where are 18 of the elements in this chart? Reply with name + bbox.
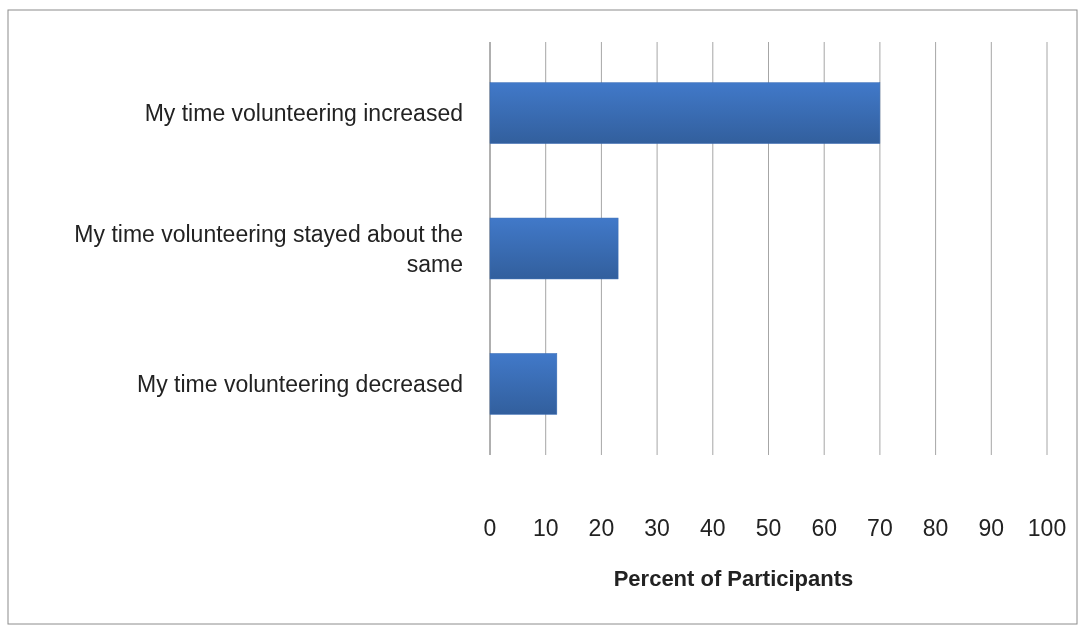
y-tick-label: My time volunteering decreased xyxy=(137,370,463,397)
x-tick-label: 30 xyxy=(644,515,670,541)
y-tick-label: My time volunteering stayed about the same xyxy=(74,220,463,277)
x-tick-label: 90 xyxy=(978,515,1005,541)
bar xyxy=(489,353,558,415)
x-tick-label: 100 xyxy=(1027,515,1067,541)
x-tick-label: 80 xyxy=(922,515,949,541)
x-tick-label: 20 xyxy=(588,515,615,541)
bar xyxy=(489,82,881,144)
x-tick-label: 0 xyxy=(483,515,497,541)
x-tick-label: 40 xyxy=(700,515,726,541)
x-tick-label: 50 xyxy=(755,515,782,541)
x-axis-title: Percent of Participants xyxy=(613,565,854,591)
x-tick-label: 70 xyxy=(867,515,893,541)
y-tick-label: My time volunteering increased xyxy=(144,100,463,127)
x-tick-label: 60 xyxy=(811,515,837,541)
bar xyxy=(489,217,619,280)
x-tick-label: 10 xyxy=(532,515,559,541)
